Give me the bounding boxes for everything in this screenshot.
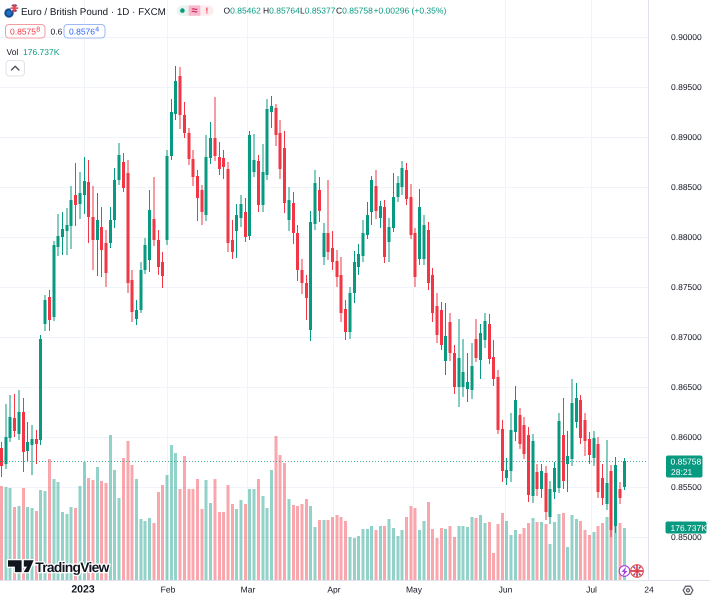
svg-text:Apr: Apr — [327, 585, 340, 595]
svg-text:8: 8 — [36, 27, 40, 34]
svg-text:≈: ≈ — [191, 5, 197, 17]
svg-text:2023: 2023 — [71, 584, 95, 596]
svg-text:0.6: 0.6 — [51, 26, 63, 36]
svg-text:!: ! — [205, 5, 208, 15]
svg-text:0.89500: 0.89500 — [671, 82, 702, 92]
svg-text:0.87000: 0.87000 — [671, 332, 702, 342]
svg-text:0.86500: 0.86500 — [671, 382, 702, 392]
svg-text:28:21: 28:21 — [671, 467, 693, 477]
svg-text:0.85758: 0.85758 — [671, 457, 702, 467]
svg-text:4: 4 — [95, 27, 99, 34]
svg-text:0.88500: 0.88500 — [671, 182, 702, 192]
svg-text:0.90000: 0.90000 — [671, 32, 702, 42]
svg-text:0.87500: 0.87500 — [671, 282, 702, 292]
svg-text:176.737K: 176.737K — [671, 523, 708, 533]
svg-text:Mar: Mar — [241, 585, 256, 595]
svg-text:0.89000: 0.89000 — [671, 132, 702, 142]
svg-text:Jul: Jul — [586, 585, 597, 595]
svg-text:0.8575: 0.8575 — [10, 26, 36, 36]
svg-text:0.86000: 0.86000 — [671, 432, 702, 442]
svg-text:Feb: Feb — [161, 585, 176, 595]
svg-text:0.88000: 0.88000 — [671, 232, 702, 242]
svg-text:0.85500: 0.85500 — [671, 482, 702, 492]
svg-text:0.85000: 0.85000 — [671, 532, 702, 542]
svg-text:Vol: Vol — [7, 47, 19, 57]
svg-text:Euro / British Pound · 1D · FX: Euro / British Pound · 1D · FXCM — [21, 7, 166, 18]
svg-text:TradingView: TradingView — [35, 560, 109, 575]
svg-text:May: May — [406, 585, 423, 595]
svg-text:24: 24 — [644, 585, 654, 595]
svg-text:0.8576: 0.8576 — [69, 26, 95, 36]
svg-text:176.737K: 176.737K — [23, 47, 60, 57]
svg-text:Jun: Jun — [499, 585, 513, 595]
